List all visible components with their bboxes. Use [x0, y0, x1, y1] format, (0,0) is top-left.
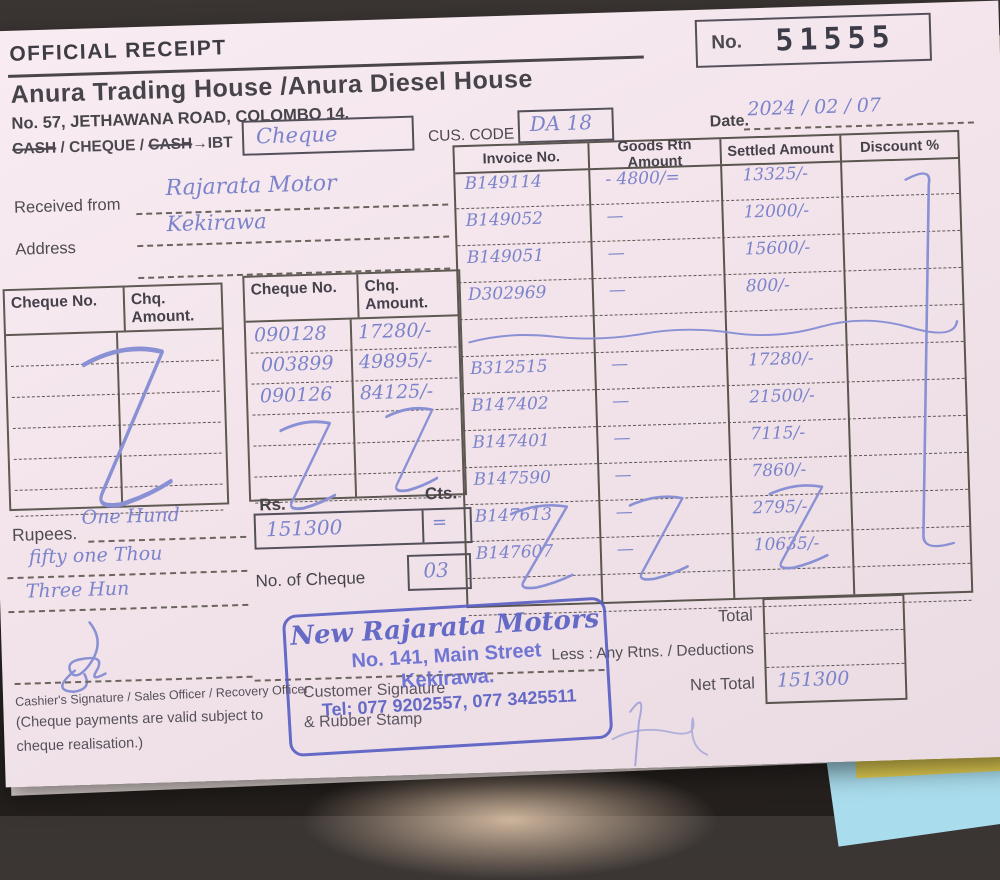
total-label: Total	[717, 606, 754, 626]
payment-modes: CASH / CHEQUE / CASH→IBT	[12, 134, 233, 159]
receipt-no-box: No. 51555	[694, 12, 933, 68]
cts-handwritten: =	[431, 511, 448, 534]
no-of-cheque-handwritten: 03	[422, 557, 450, 583]
cus-code-box: DA 18	[517, 107, 615, 144]
goods-rtn-cell: —	[608, 280, 627, 301]
goods-rtn-cell: —	[611, 391, 630, 412]
invoice-table: Invoice No. Goods Rtn Amount Settled Amo…	[452, 129, 974, 617]
receipt-no-value: 51555	[774, 19, 897, 59]
discount-header: Discount %	[859, 137, 940, 156]
invoice-no-cell: B149114	[464, 171, 543, 195]
settled-amount-header: Settled Amount	[727, 140, 835, 160]
invoice-no-cell: B147401	[472, 430, 551, 453]
settled-cell: 13325/-	[742, 163, 809, 186]
column-divider	[349, 319, 358, 497]
settled-cell: 15600/-	[744, 237, 811, 260]
cheque-table-1: Cheque No. Chq. Amount.	[2, 282, 230, 517]
receipt-paper: OFFICIAL RECEIPT Anura Trading House /An…	[0, 0, 1000, 788]
arrow-right-icon: →	[191, 134, 208, 153]
chq-amount-value: 49895/-	[358, 349, 433, 374]
cheque-table-1-body	[6, 330, 227, 517]
cheque-no-header: Cheque No.	[10, 292, 98, 312]
cheque-table-2: Cheque No. Chq. Amount. 090128 17280/- 0…	[242, 269, 468, 511]
rupees-line-3	[8, 603, 249, 614]
cancel-z-scribble	[628, 495, 689, 581]
receipt-no-label: No.	[711, 31, 743, 54]
invoice-no-cell: D302969	[467, 282, 547, 305]
chq-amount-header: Chq. Amount.	[356, 271, 460, 318]
cheque-note-line-1: (Cheque payments are valid subject to	[15, 707, 264, 731]
chq-amount-header: Chq. Amount.	[122, 284, 222, 331]
settled-cell: 7115/-	[750, 422, 806, 445]
invoice-no-cell: B312515	[469, 356, 548, 379]
cancel-z-scribble	[81, 346, 173, 508]
no-of-cheque-box: 03	[406, 553, 472, 591]
date-handwritten: 2024 / 02 / 07	[747, 94, 882, 121]
cus-code-handwritten: DA 18	[529, 110, 593, 137]
goods-rtn-cell: —	[613, 428, 631, 449]
invoice-no-cell: B147402	[471, 393, 550, 416]
cts-divider	[421, 510, 425, 543]
received-from-handwritten: Rajarata Motor	[165, 170, 337, 202]
address-handwritten: Kekirawa	[166, 209, 268, 237]
cheque-note-line-2: cheque realisation.)	[16, 735, 144, 755]
chq-amount-value: 17280/-	[357, 319, 432, 344]
cheque-no-value: 090128	[253, 322, 327, 347]
cheque-no-value: 003899	[260, 352, 334, 377]
chq-amount-value: 84125/-	[359, 380, 434, 405]
cashier-signature-scribble	[61, 621, 107, 693]
amount-handwritten: 151300	[265, 514, 343, 542]
table-row-blank	[459, 304, 964, 358]
cancel-z-scribble	[768, 484, 829, 570]
settled-cell: 12000/-	[743, 200, 810, 223]
cheque-table-2-body: 090128 17280/- 003899 49895/- 090126 841…	[246, 316, 465, 511]
wavy-line-scribble	[468, 319, 959, 344]
no-of-cheque-label: No. of Cheque	[255, 568, 366, 591]
settled-cell: 21500/-	[748, 385, 816, 408]
totals-box: 151300	[762, 593, 908, 705]
invoice-table-body: B149114 - 4800/= 13325/- B149052 — 12000…	[455, 156, 972, 617]
less-value-cell	[765, 629, 905, 669]
payment-mode-box: Cheque	[241, 115, 415, 156]
invoice-no-cell: B149051	[466, 245, 545, 269]
net-total-value-cell: 151300	[766, 664, 905, 701]
rupees-line-1	[88, 535, 247, 543]
mode-ibt: IBT	[207, 134, 233, 152]
rupees-words-2: fifty one Thou	[28, 542, 163, 569]
invoice-no-cell: B149052	[465, 208, 544, 232]
cancel-vertical-scribble	[904, 172, 956, 548]
settled-cell: 17280/-	[747, 348, 814, 371]
address-line-1	[137, 235, 450, 248]
rupees-label: Rupees.	[11, 523, 78, 546]
mode-cash-struck: CASH	[12, 139, 57, 158]
mode-cheque: CHEQUE	[68, 137, 136, 157]
goods-rtn-cell: —	[610, 354, 629, 375]
cancel-z-scribble	[509, 503, 574, 590]
cancel-z-scribble	[279, 420, 337, 511]
net-total-handwritten: 151300	[776, 667, 850, 692]
goods-rtn-cell: - 4800/=	[605, 167, 681, 190]
amount-box: 151300 =	[253, 506, 473, 550]
sep: /	[135, 136, 149, 155]
sep: /	[55, 139, 70, 157]
payment-mode-handwritten: Cheque	[255, 121, 338, 149]
goods-rtn-cell: —	[607, 243, 626, 264]
customer-signature-scribble	[611, 701, 709, 767]
rupees-words-3: Three Hun	[25, 577, 130, 603]
invoice-no-header: Invoice No.	[482, 148, 561, 167]
cheque-no-value: 090126	[259, 383, 333, 408]
rupees-words-1: One Hund	[81, 503, 181, 529]
goods-rtn-cell: —	[606, 206, 624, 227]
received-from-label: Received from	[13, 195, 121, 217]
date-line	[744, 121, 974, 131]
cts-label: Cts.	[424, 483, 458, 504]
settled-cell: 800/-	[745, 275, 791, 297]
address-label: Address	[15, 238, 77, 259]
page-title: OFFICIAL RECEIPT	[9, 36, 227, 66]
total-value-cell	[764, 595, 904, 635]
cancel-z-scribble	[385, 406, 439, 493]
mode-cash2-struck: CASH	[148, 135, 193, 154]
cheque-no-header: Cheque No.	[250, 278, 338, 299]
